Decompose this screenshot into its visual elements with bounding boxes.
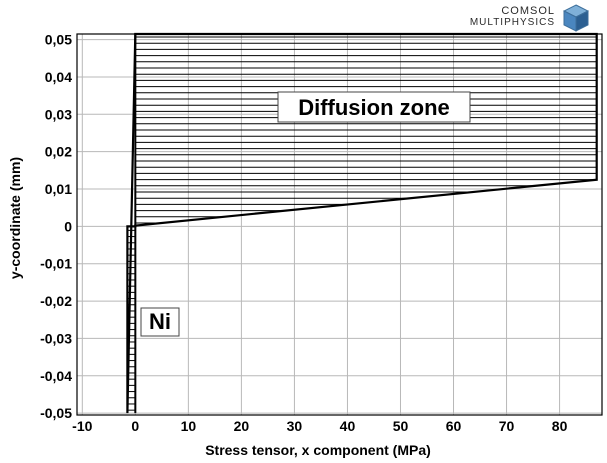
y-tick-label: -0,04 xyxy=(40,368,72,384)
y-tick-label: -0,03 xyxy=(40,330,72,346)
x-tick-label: 80 xyxy=(552,418,568,434)
y-tick-label: 0,03 xyxy=(45,106,72,122)
y-tick-label: 0,02 xyxy=(45,144,72,160)
y-tick-label: 0,05 xyxy=(45,32,72,48)
stress-profile xyxy=(126,32,598,414)
region-label: Diffusion zone xyxy=(298,95,450,120)
y-tick-label: -0,01 xyxy=(40,256,72,272)
y-tick-label: 0 xyxy=(64,218,72,234)
x-tick-label: 70 xyxy=(499,418,515,434)
y-tick-label: -0,05 xyxy=(40,405,72,421)
y-axis-label: y-coordinate (mm) xyxy=(7,157,23,279)
y-tick-label: 0,04 xyxy=(45,69,72,85)
y-tick-label: -0,02 xyxy=(40,293,72,309)
x-tick-label: 50 xyxy=(393,418,409,434)
logo-text-line2: MULTIPHYSICS xyxy=(469,17,555,28)
region-label-box xyxy=(140,307,180,337)
x-tick-label: 40 xyxy=(340,418,356,434)
comsol-logo: COMSOL MULTIPHYSICS xyxy=(451,2,601,34)
logo-text-line1: COMSOL xyxy=(501,5,555,17)
hatch-fill xyxy=(127,36,597,411)
region-label-box xyxy=(277,91,471,123)
y-tick-label: 0,01 xyxy=(45,181,72,197)
x-axis-label: Stress tensor, x component (MPa) xyxy=(205,442,431,458)
x-tick-label: 20 xyxy=(234,418,250,434)
region-labels: Diffusion zone Ni xyxy=(140,91,471,337)
x-tick-label: 0 xyxy=(131,418,139,434)
tick-labels: -10 0 10 20 30 40 50 60 70 80 0,05 0,04 0,03 0,02 0,01… xyxy=(40,32,567,434)
x-tick-label: -10 xyxy=(72,418,92,434)
region-label: Ni xyxy=(149,309,171,334)
series-profile-line xyxy=(126,32,598,414)
x-tick-label: 60 xyxy=(446,418,462,434)
cube-icon xyxy=(563,4,589,32)
x-tick-label: 30 xyxy=(287,418,303,434)
x-tick-label: 10 xyxy=(181,418,197,434)
